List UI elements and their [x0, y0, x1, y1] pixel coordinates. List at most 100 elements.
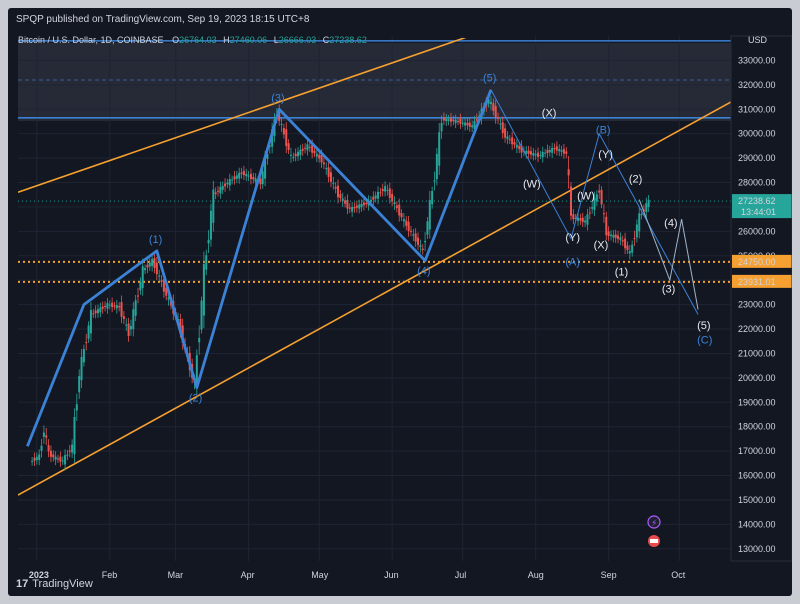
candle-body: [553, 147, 556, 150]
svg-text:⚡: ⚡: [651, 519, 657, 529]
range-zone: [18, 43, 731, 121]
candle-body: [431, 191, 434, 205]
candle-body: [388, 188, 391, 198]
candle-body: [631, 244, 634, 253]
candle-body: [202, 264, 205, 316]
candle-body: [440, 122, 443, 132]
candle-body: [195, 355, 198, 389]
candle-body: [289, 154, 292, 156]
candle-body: [158, 275, 161, 277]
candle-body: [473, 121, 476, 129]
candle-body: [129, 326, 132, 330]
candle-body: [379, 192, 382, 194]
candle-body: [198, 337, 201, 343]
candle-body: [235, 175, 238, 179]
candle-body: [617, 235, 620, 239]
candle-body: [591, 207, 594, 209]
level-tag: [732, 254, 792, 268]
candle-body: [285, 129, 288, 147]
wave-label: (4): [417, 266, 430, 278]
alert-icon[interactable]: ⚡: [647, 515, 661, 529]
candle-body: [287, 143, 290, 151]
candle-body: [221, 185, 224, 190]
candle-body: [64, 455, 67, 465]
candle-body: [297, 151, 300, 157]
candle-body: [372, 196, 375, 200]
candle-body: [386, 189, 389, 191]
candle-body: [407, 221, 410, 232]
x-tick-label: Mar: [168, 570, 184, 580]
y-tick-label: 16000.00: [738, 471, 776, 481]
candle-body: [264, 158, 267, 179]
candle-body: [238, 172, 241, 179]
impulse-wave-line: [26, 89, 493, 447]
candle-body: [499, 123, 502, 125]
candle-body: [132, 309, 135, 330]
candle-body: [325, 168, 328, 170]
candle-body: [464, 122, 467, 126]
candle-body: [268, 145, 271, 147]
candle-body: [520, 145, 523, 153]
candle-body: [146, 264, 149, 268]
candle-body: [645, 203, 648, 212]
candle-body: [33, 457, 36, 461]
flag-icon[interactable]: [648, 535, 660, 547]
candle-body: [539, 154, 542, 156]
brand-footer: 17 TradingView: [16, 578, 93, 590]
x-tick-label: Aug: [528, 570, 544, 580]
y-tick-label: 32000.00: [738, 80, 776, 90]
candle-body: [337, 185, 340, 198]
candle-body: [214, 192, 217, 195]
candle-body: [327, 167, 330, 177]
candle-body: [334, 186, 337, 189]
candle-body: [586, 214, 589, 225]
countdown-label: 13:44:01: [741, 207, 776, 217]
projection-path: [638, 199, 699, 310]
candle-body: [612, 235, 615, 238]
candle-body: [565, 151, 568, 154]
time-axis[interactable]: 2023 Feb Mar Apr May Jun Jul Aug Sep Oct: [29, 570, 686, 580]
candle-body: [506, 136, 509, 139]
candle-body: [442, 117, 445, 121]
candle-body: [541, 151, 544, 158]
candle-body: [619, 237, 622, 241]
x-tick-label: Jul: [455, 570, 467, 580]
price-chart[interactable]: (1) (2) (3) (4) (5) (X) (W) (B) (Y) (W) (Y) (A) (X) (…: [8, 8, 792, 596]
candle-body: [574, 217, 577, 219]
candle-body: [405, 220, 408, 226]
candle-body: [581, 217, 584, 223]
candle-body: [598, 190, 601, 193]
candle-body: [555, 146, 558, 151]
candle-body: [353, 207, 356, 209]
candle-body: [602, 213, 605, 215]
y-tick-label: 33000.00: [738, 55, 776, 65]
candle-body: [358, 204, 361, 209]
candle-body: [278, 109, 281, 121]
candle-body: [108, 304, 111, 306]
candle-body: [97, 309, 100, 314]
y-tick-label: 18000.00: [738, 422, 776, 432]
candle-body: [47, 445, 50, 452]
subwave-label: (X): [594, 239, 609, 251]
candle-body: [417, 237, 420, 245]
candle-body: [322, 162, 325, 165]
candle-body: [609, 234, 612, 236]
candle-body: [231, 179, 234, 181]
brand-name: TradingView: [32, 578, 93, 590]
subwave-label: (W): [523, 178, 541, 190]
y-tick-label: 29000.00: [738, 153, 776, 163]
candle-body: [261, 171, 264, 185]
candle-body: [348, 207, 351, 209]
candle-body: [560, 150, 563, 152]
candle-body: [99, 307, 102, 313]
candle-body: [548, 149, 551, 153]
candle-body: [391, 193, 394, 202]
subwave-label: (1): [615, 266, 628, 278]
candle-body: [457, 121, 460, 123]
candle-body: [101, 306, 104, 309]
candle-body: [228, 179, 231, 186]
candle-body: [73, 416, 76, 455]
candle-body: [626, 245, 629, 250]
candle-body: [219, 186, 222, 194]
price-axis[interactable]: 33000.00 32000.00 31000.00 30000.00 29000.00…: [732, 55, 792, 554]
